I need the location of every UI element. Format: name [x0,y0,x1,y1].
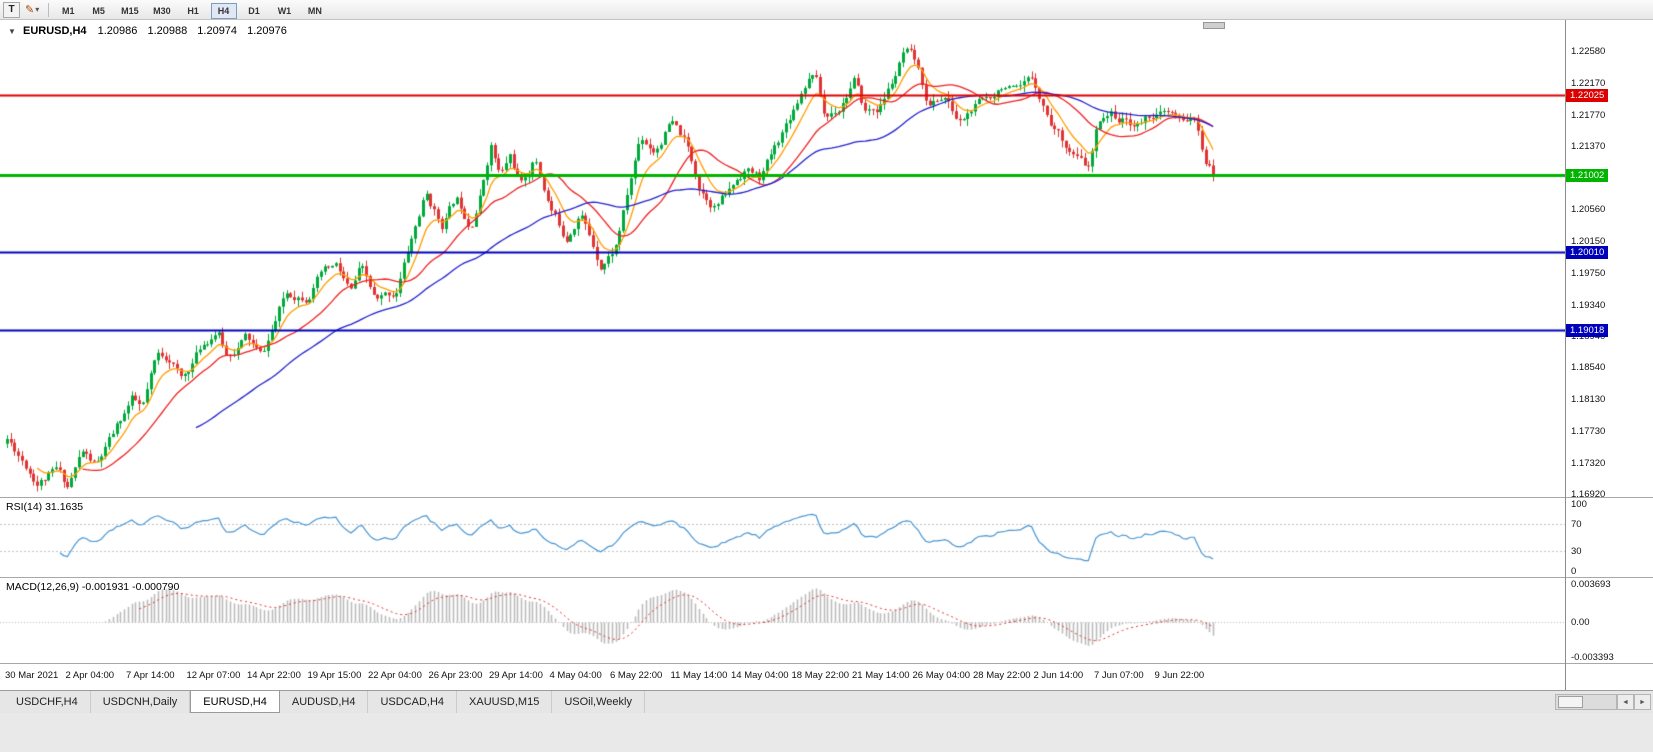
chevron-down-icon: ▾ [35,5,40,14]
time-axis-label: 7 Apr 14:00 [126,670,175,681]
tab-audusd-h4[interactable]: AUDUSD,H4 [280,691,369,713]
timeframe-button-m30[interactable]: M30 [148,3,176,19]
time-axis-label: 21 May 14:00 [852,670,910,681]
tab-usdcnh-daily[interactable]: USDCNH,Daily [91,691,191,713]
time-axis-label: 14 Apr 22:00 [247,670,301,681]
time-axis-label: 14 May 04:00 [731,670,789,681]
time-axis-label: 28 May 22:00 [973,670,1031,681]
macd-axis-label: 0.003693 [1571,579,1611,591]
rsi-indicator-canvas[interactable] [0,498,1565,577]
timeframe-button-w1[interactable]: W1 [271,3,297,19]
timeframe-toolbar: M1 M5 M15 M30 H1 H4 D1 W1 MN [55,1,328,19]
time-axis-label: 2 Apr 04:00 [65,670,115,681]
panel-separator[interactable] [0,577,1653,578]
timeframe-button-mn[interactable]: MN [302,3,328,19]
rsi-axis-label: 30 [1571,545,1582,557]
timeframe-button-m5[interactable]: M5 [86,3,112,19]
tab-usdcad-h4[interactable]: USDCAD,H4 [368,691,458,713]
drawing-tools-button[interactable]: ✎ ▾ [22,2,42,18]
ohlc-close: 1.20976 [247,25,287,37]
time-axis-label: 29 Apr 14:00 [489,670,543,681]
price-axis[interactable]: 1.225801.221701.217701.213701.209601.205… [1566,20,1653,690]
toolbar: T ✎ ▾ M1 M5 M15 M30 H1 H4 D1 W1 MN [0,0,1653,20]
price-axis-label: 1.17730 [1571,425,1606,437]
tab-scrollbar-thumb[interactable] [1558,696,1584,708]
macd-indicator-canvas[interactable] [0,578,1565,663]
timeframe-button-h1[interactable]: H1 [180,3,206,19]
tab-scrollbar[interactable]: ◄ ► [1555,694,1651,710]
price-axis-label: 1.17320 [1571,457,1606,469]
price-axis-label: 1.21370 [1571,140,1606,152]
chart-tab-bar: USDCHF,H4 USDCNH,Daily EURUSD,H4 AUDUSD,… [0,690,1653,713]
price-axis-label: 1.19750 [1571,267,1606,279]
time-axis-label: 9 Jun 22:00 [1154,670,1205,681]
tab-usdchf-h4[interactable]: USDCHF,H4 [4,691,91,713]
time-axis-label: 2 Jun 14:00 [1033,670,1084,681]
timeframe-button-h4[interactable]: H4 [210,2,237,19]
pencil-icon: ✎ [25,3,35,16]
panel-separator[interactable] [0,497,1653,498]
ohlc-high: 1.20988 [147,25,188,37]
price-level-tag: 1.20010 [1566,246,1609,260]
time-axis[interactable]: 30 Mar 2021 2 Apr 04:00 7 Apr 14:00 12 Apr … [0,664,1565,690]
window-background [0,713,1653,752]
chart-symbol-label: EURUSD,H4 [22,25,87,37]
panel-separator [0,663,1653,664]
price-axis-label: 1.18540 [1571,362,1606,374]
ohlc-open: 1.20986 [97,25,138,37]
time-axis-label: 30 Mar 2021 [5,670,59,681]
timeframe-button-m1[interactable]: M1 [55,3,81,19]
price-axis-label: 1.19340 [1571,299,1606,311]
tab-scroll-right-button[interactable]: ► [1634,694,1651,710]
price-axis-label: 1.16920 [1571,488,1606,500]
rsi-axis-label: 70 [1571,519,1582,531]
price-chart-canvas[interactable] [0,20,1565,497]
price-axis-label: 1.20150 [1571,236,1606,248]
price-axis-label: 1.21770 [1571,109,1606,121]
timeframe-button-d1[interactable]: D1 [241,3,267,19]
tab-usoil-weekly[interactable]: USOil,Weekly [552,691,645,713]
price-level-tag: 1.19018 [1566,323,1609,337]
toolbar-separator [48,2,50,17]
price-axis-label: 1.22170 [1571,78,1606,90]
rsi-axis-label: 100 [1571,499,1587,510]
rsi-axis-label: 0 [1571,566,1577,577]
time-axis-label: 22 Apr 04:00 [368,670,422,681]
price-axis-label: 1.20560 [1571,204,1606,216]
tab-scroll-left-button[interactable]: ◄ [1617,694,1634,710]
tab-scrollbar-track[interactable] [1555,694,1617,710]
timeframe-button-m15[interactable]: M15 [116,3,144,19]
time-axis-label: 7 Jun 07:00 [1094,670,1144,681]
price-level-tag: 1.22025 [1566,88,1609,102]
time-axis-label: 19 Apr 15:00 [307,670,362,681]
tab-xauusd-m15[interactable]: XAUUSD,M15 [457,691,553,713]
text-tool-button[interactable]: T [3,1,20,18]
macd-axis-label: 0.00 [1571,617,1590,629]
ohlc-low: 1.20974 [197,25,238,37]
time-axis-label: 6 May 22:00 [610,670,663,681]
macd-label: MACD(12,26,9) -0.001931 -0.000790 [6,581,180,593]
price-level-tag: 1.21002 [1566,168,1609,182]
chart-hscrollbar-thumb[interactable] [1203,22,1225,29]
time-axis-label: 4 May 04:00 [549,670,602,681]
price-axis-label: 1.18130 [1571,394,1606,406]
time-axis-label: 11 May 14:00 [670,670,728,681]
time-axis-label: 12 Apr 07:00 [186,670,241,681]
time-axis-label: 26 Apr 23:00 [428,670,483,681]
time-axis-label: 26 May 04:00 [912,670,971,681]
tab-eurusd-h4[interactable]: EURUSD,H4 [190,691,280,713]
macd-axis-label: -0.003393 [1571,651,1614,663]
price-axis-separator [1565,20,1566,690]
chart-header: ▼ EURUSD,H4 1.20986 1.20988 1.20974 1.20… [8,25,294,37]
time-axis-label: 18 May 22:00 [791,670,850,681]
rsi-label: RSI(14) 31.1635 [6,501,84,513]
collapse-triangle-icon[interactable]: ▼ [8,27,16,36]
price-axis-label: 1.22580 [1571,46,1606,58]
